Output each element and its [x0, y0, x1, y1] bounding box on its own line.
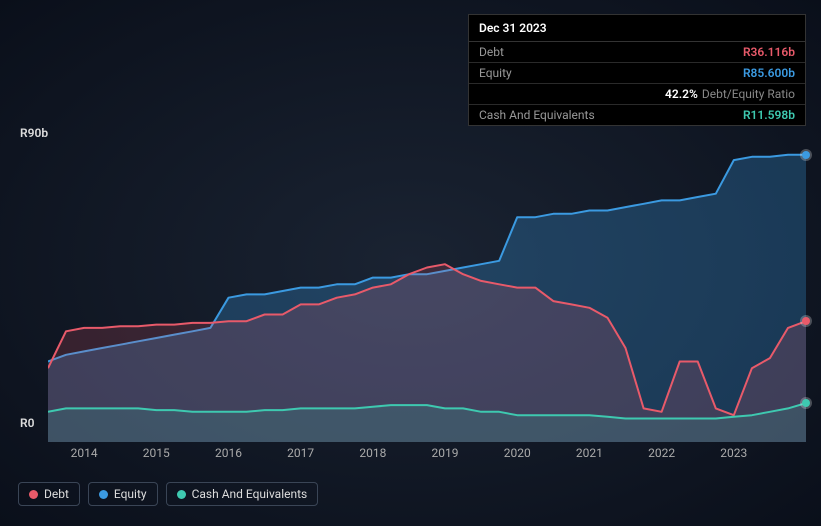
tooltip-row: Cash And EquivalentsR11.598b [469, 105, 805, 125]
tooltip-row: DebtR36.116b [469, 42, 805, 63]
tooltip-row-value: R11.598b [743, 108, 795, 122]
legend-item-equity[interactable]: Equity [88, 482, 158, 506]
legend-dot-icon [29, 490, 38, 499]
xaxis-tick: 2023 [720, 446, 747, 460]
legend: Debt Equity Cash And Equivalents [18, 482, 318, 506]
legend-item-cash-and-equivalents[interactable]: Cash And Equivalents [166, 482, 319, 506]
tooltip-row-value: R36.116b [743, 45, 795, 59]
tooltip-row-label: Cash And Equivalents [479, 108, 743, 122]
yaxis-label-bottom: R0 [20, 416, 34, 430]
xaxis-tick: 2016 [215, 446, 242, 460]
xaxis-tick: 2019 [432, 446, 459, 460]
xaxis: 2014 2015 2016 2017 2018 2019 2020 2021 2022 2023 [48, 446, 806, 466]
legend-dot-icon [177, 490, 186, 499]
legend-label: Equity [114, 487, 147, 501]
legend-label: Cash And Equivalents [192, 487, 308, 501]
xaxis-tick: 2014 [71, 446, 98, 460]
yaxis-label-top: R90b [20, 126, 48, 140]
tooltip-box: Dec 31 2023 DebtR36.116bEquityR85.600b42… [468, 14, 806, 126]
xaxis-tick: 2018 [359, 446, 386, 460]
tooltip-row-value: R85.600b [743, 66, 795, 80]
legend-item-debt[interactable]: Debt [18, 482, 80, 506]
xaxis-tick: 2020 [504, 446, 531, 460]
end-dot-cash-and-equivalents [802, 399, 810, 407]
legend-label: Debt [44, 487, 69, 501]
xaxis-tick: 2017 [287, 446, 314, 460]
tooltip-row-label: Debt [479, 45, 743, 59]
tooltip-row-label: Equity [479, 66, 743, 80]
legend-dot-icon [99, 490, 108, 499]
area-chart[interactable] [48, 140, 806, 442]
xaxis-tick: 2021 [576, 446, 603, 460]
end-dot-equity [802, 151, 810, 159]
tooltip-row: 42.2% Debt/Equity Ratio [469, 84, 805, 105]
tooltip-row: EquityR85.600b [469, 63, 805, 84]
tooltip-row-extra: Debt/Equity Ratio [702, 87, 795, 101]
end-dot-debt [802, 317, 810, 325]
xaxis-tick: 2015 [143, 446, 170, 460]
xaxis-tick: 2022 [648, 446, 675, 460]
tooltip-date: Dec 31 2023 [469, 15, 805, 42]
tooltip-row-value: 42.2% [665, 87, 698, 101]
